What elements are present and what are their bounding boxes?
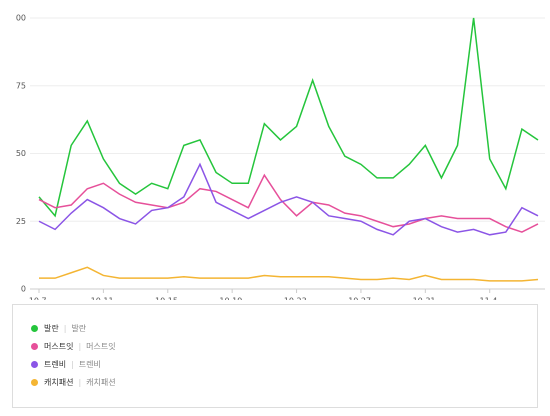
y-tick-label: 50 bbox=[16, 149, 26, 158]
x-tick-label: 10.7. bbox=[29, 297, 49, 301]
x-tick-label: 10.15. bbox=[155, 297, 180, 301]
x-tick-label: 10.27. bbox=[348, 297, 373, 301]
separator: | bbox=[78, 341, 82, 351]
legend-label: 캐치패션 bbox=[44, 377, 74, 387]
series-line bbox=[38, 162, 539, 236]
series-line bbox=[38, 173, 539, 233]
legend-sublabel: 발란 bbox=[71, 323, 87, 333]
legend-dot bbox=[31, 360, 38, 368]
legend-item[interactable]: 캐치패션 | 캐치패션 bbox=[31, 373, 519, 391]
y-tick-label: 0 bbox=[21, 285, 26, 294]
x-tick-label: 10.19. bbox=[219, 297, 244, 301]
legend-item[interactable]: 발란 | 발란 bbox=[31, 319, 519, 337]
legend-label: 발란 bbox=[44, 323, 59, 333]
x-tick-label: 11.4. bbox=[480, 297, 500, 301]
y-tick-label: 75 bbox=[16, 81, 26, 90]
legend-sublabel: 캐치패션 bbox=[86, 377, 116, 387]
legend-dot bbox=[31, 324, 38, 332]
y-tick-label: 25 bbox=[16, 217, 26, 226]
legend-sublabel: 머스트잇 bbox=[86, 341, 116, 351]
series-line bbox=[38, 17, 539, 218]
legend-dot bbox=[31, 342, 38, 350]
x-tick-label: 10.31. bbox=[413, 297, 438, 301]
chart: 0 25 50 75 00 10.7. 10.11. 10.15. 10.19. 10.23. 10… bbox=[16, 14, 545, 301]
legend-label: 머스트잇 bbox=[44, 341, 74, 351]
legend-item[interactable]: 머스트잇 | 머스트잇 bbox=[31, 337, 519, 355]
legend-item[interactable]: 트렌비 | 트렌비 bbox=[31, 355, 519, 373]
separator: | bbox=[71, 359, 74, 369]
x-tick-label: 10.11. bbox=[91, 297, 116, 301]
series-line bbox=[39, 266, 539, 282]
x-tick-label: 10.23. bbox=[284, 297, 309, 301]
legend-sublabel: 트렌비 bbox=[78, 359, 101, 369]
separator: | bbox=[78, 377, 82, 387]
legend-label: 트렌비 bbox=[44, 359, 67, 369]
y-tick-label: 00 bbox=[16, 14, 26, 23]
separator: | bbox=[63, 323, 67, 333]
legend-dot bbox=[31, 378, 38, 386]
